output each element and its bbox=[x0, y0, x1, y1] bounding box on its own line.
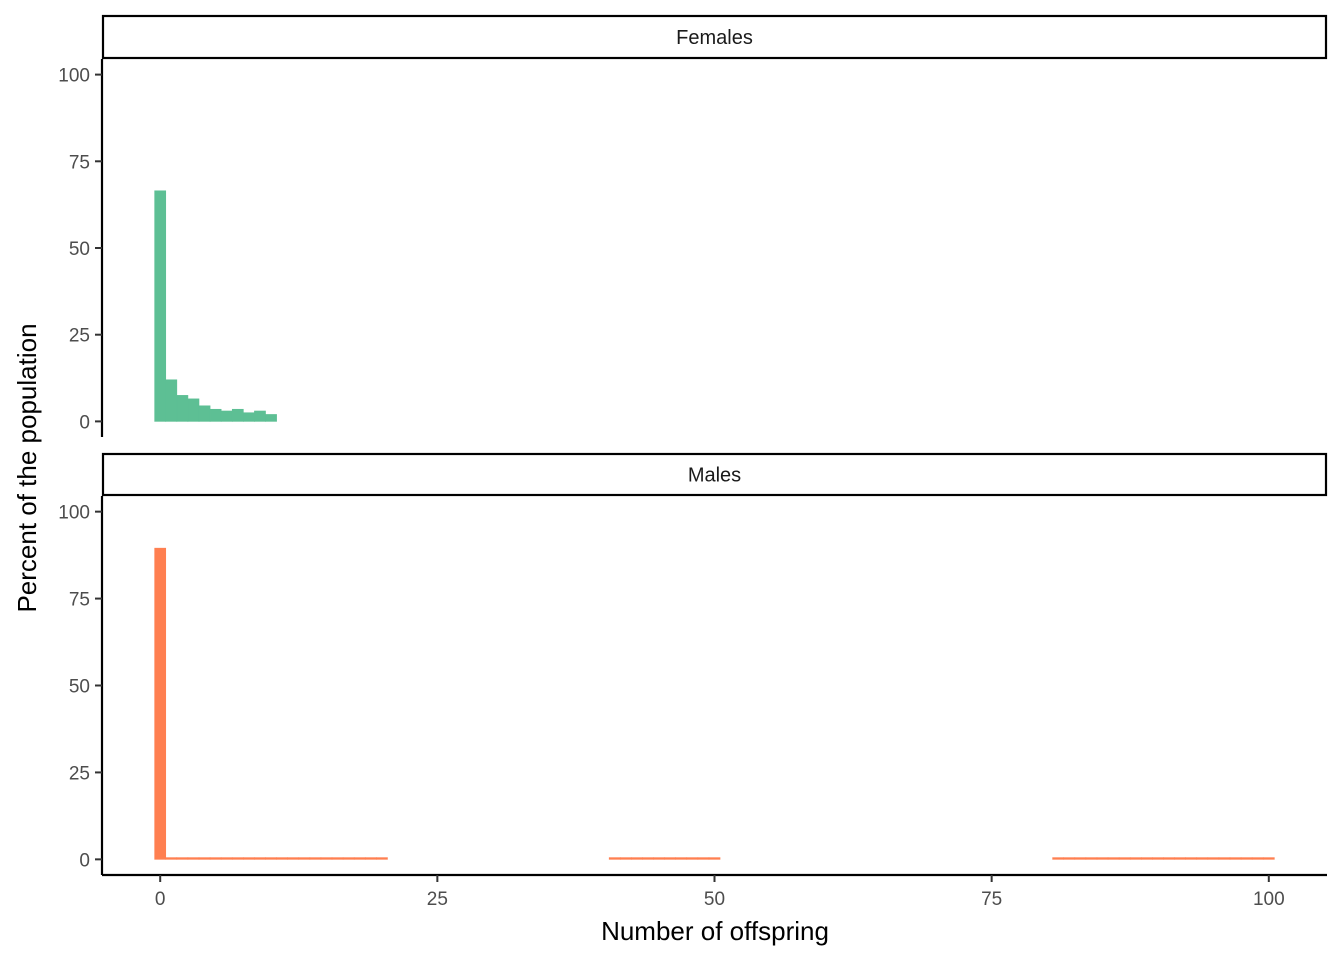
histogram-bar bbox=[1251, 857, 1264, 860]
histogram-bar bbox=[664, 857, 676, 860]
strip-box bbox=[101, 14, 1328, 60]
histogram-bar bbox=[1107, 857, 1120, 860]
histogram-bar bbox=[1074, 857, 1087, 860]
histogram-bar bbox=[165, 379, 178, 422]
y-tick-label: 0 bbox=[79, 412, 90, 433]
histogram-bar bbox=[176, 395, 189, 422]
histogram-bar bbox=[1118, 857, 1131, 860]
histogram-bar bbox=[187, 857, 200, 860]
histogram-bar bbox=[364, 857, 377, 860]
histogram-bar bbox=[309, 857, 322, 860]
histogram-bar bbox=[1052, 857, 1065, 860]
histogram-bar bbox=[198, 405, 211, 422]
x-tick-label: 0 bbox=[155, 889, 166, 910]
histogram-bar bbox=[1163, 857, 1175, 860]
histogram-bar bbox=[320, 857, 333, 860]
histogram-bar bbox=[675, 857, 688, 860]
panel-females: Females 0 25 50 75 100 bbox=[58, 14, 1328, 437]
y-tick-label: 25 bbox=[69, 326, 90, 347]
histogram-bar bbox=[608, 857, 621, 860]
y-tick-label: 25 bbox=[69, 763, 90, 784]
histogram-bar bbox=[697, 857, 710, 860]
histogram-bar bbox=[686, 857, 699, 860]
histogram-bar bbox=[1196, 857, 1209, 860]
strip-box bbox=[101, 452, 1328, 497]
histogram-bar bbox=[1185, 857, 1198, 860]
histogram-bar bbox=[1152, 857, 1164, 860]
histogram-bar bbox=[1240, 857, 1253, 860]
histogram-bar bbox=[154, 547, 167, 860]
histogram-bar bbox=[287, 857, 300, 860]
panel-males: Males 0 25 50 75 100 0 25 50 75 100 bbox=[58, 452, 1328, 910]
histogram-bar bbox=[243, 857, 255, 860]
histogram-bar bbox=[376, 857, 388, 860]
y-tick-label: 100 bbox=[58, 66, 90, 87]
histogram-bar bbox=[254, 410, 266, 422]
y-tick-label: 75 bbox=[69, 152, 90, 173]
histogram-bar bbox=[231, 857, 244, 860]
strip-label: Males bbox=[688, 465, 741, 487]
histogram-bar bbox=[209, 408, 222, 422]
strip-label: Females bbox=[676, 27, 753, 49]
histogram-bar bbox=[154, 190, 167, 422]
histogram-bar bbox=[265, 857, 277, 860]
x-tick-label: 50 bbox=[704, 889, 725, 910]
histogram-bar bbox=[220, 410, 233, 422]
histogram-bar bbox=[1229, 857, 1242, 860]
histogram-bar bbox=[1174, 857, 1186, 860]
x-tick-label: 75 bbox=[981, 889, 1002, 910]
histogram-bar bbox=[276, 857, 288, 860]
histogram-bar bbox=[243, 412, 255, 422]
histogram-bar bbox=[176, 857, 189, 860]
histogram-bar bbox=[653, 857, 665, 860]
y-axis-title: Percent of the population bbox=[12, 323, 42, 612]
histogram-bar bbox=[187, 398, 200, 422]
y-tick-label: 0 bbox=[79, 850, 90, 871]
histogram-bar bbox=[231, 408, 244, 422]
histogram-bar bbox=[1063, 857, 1076, 860]
histogram-bar bbox=[165, 857, 178, 860]
histogram-bar bbox=[1085, 857, 1098, 860]
histogram-bar bbox=[254, 857, 266, 860]
y-tick-label: 50 bbox=[69, 239, 90, 260]
x-tick-label: 100 bbox=[1253, 889, 1285, 910]
x-tick-label: 25 bbox=[427, 889, 448, 910]
histogram-bar bbox=[265, 414, 277, 422]
histogram-bar bbox=[1207, 857, 1220, 860]
histogram-bar bbox=[631, 857, 643, 860]
y-tick-label: 75 bbox=[69, 590, 90, 611]
histogram-bar bbox=[1096, 857, 1109, 860]
histogram-bar bbox=[353, 857, 366, 860]
panels-layer: Females 0 25 50 75 100 Males 0 25 50 75 100 0 25 50 75 1… bbox=[58, 14, 1328, 910]
histogram-bar bbox=[331, 857, 344, 860]
x-axis-title: Number of offspring bbox=[601, 916, 829, 946]
y-tick-label: 100 bbox=[58, 503, 90, 524]
histogram-bar bbox=[198, 857, 211, 860]
histogram-bar bbox=[342, 857, 355, 860]
histogram-bar bbox=[209, 857, 222, 860]
histogram-bar bbox=[220, 857, 233, 860]
histogram-bar bbox=[1218, 857, 1231, 860]
histogram-bar bbox=[642, 857, 654, 860]
y-tick-label: 50 bbox=[69, 677, 90, 698]
histogram-bar bbox=[298, 857, 311, 860]
histogram-bar bbox=[1262, 857, 1275, 860]
histogram-bar bbox=[708, 857, 721, 860]
histogram-bar bbox=[1141, 857, 1153, 860]
histogram-bar bbox=[1129, 857, 1142, 860]
histogram-bar bbox=[619, 857, 632, 860]
